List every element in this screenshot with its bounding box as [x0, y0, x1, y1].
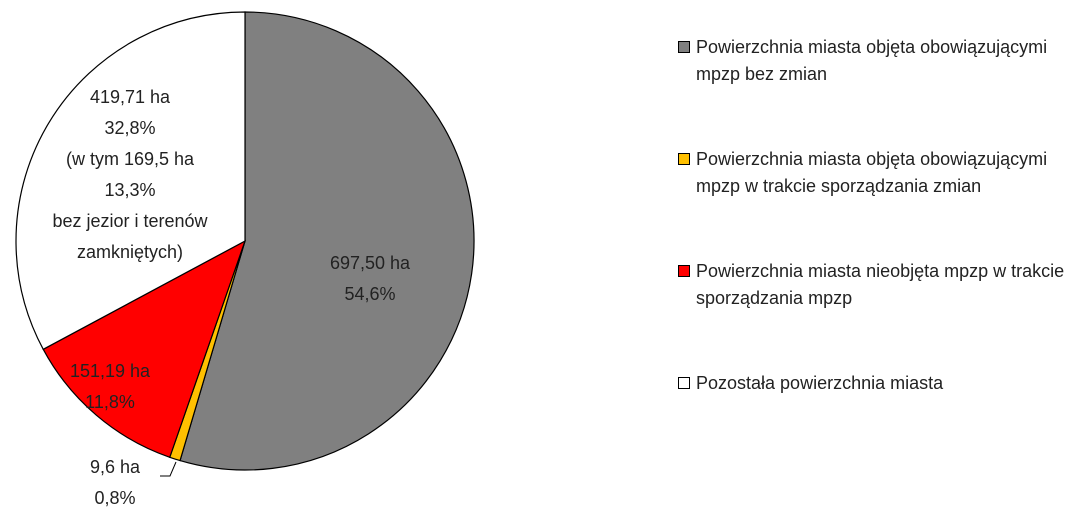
label-line: 11,8% [85, 392, 135, 412]
legend-swatch [678, 41, 690, 53]
legend-item: Powierzchnia miasta objęta obowiązującym… [678, 34, 1068, 88]
pie-slice [15, 11, 246, 351]
label-line: 697,50 ha [330, 253, 411, 273]
data-label: 9,6 ha 0,8% [90, 457, 141, 508]
legend-swatch [678, 153, 690, 165]
leader-line [160, 461, 177, 477]
data-label: 151,19 ha 11,8% [70, 361, 151, 412]
pie-slice [179, 11, 475, 471]
pie-slice [42, 239, 247, 459]
legend-item: Powierzchnia miasta nieobjęta mpzp w tra… [678, 258, 1068, 312]
label-line: 419,71 ha [90, 87, 171, 107]
label-line: 9,6 ha [90, 457, 141, 477]
pie-chart: 697,50 ha 54,6% 9,6 ha 0,8% 151,19 ha 11,8% 41… [15, 11, 475, 508]
data-label: 697,50 ha 54,6% [330, 253, 411, 304]
legend-label: Pozostała powierzchnia miasta [696, 373, 944, 393]
label-line: (w tym 169,5 ha [66, 149, 195, 169]
label-line: 54,6% [344, 284, 395, 304]
legend-label: Powierzchnia miasta objęta obowiązującym… [696, 149, 1048, 196]
legend-item: Powierzchnia miasta objęta obowiązującym… [678, 146, 1068, 200]
legend-label: Powierzchnia miasta nieobjęta mpzp w tra… [696, 261, 1065, 308]
legend-swatch [678, 265, 690, 277]
label-line: 32,8% [104, 118, 155, 138]
label-line: zamkniętych) [77, 242, 183, 262]
legend-item: Pozostała powierzchnia miasta [678, 370, 1068, 397]
label-line: 0,8% [94, 488, 135, 508]
label-line: 151,19 ha [70, 361, 151, 381]
legend-swatch [678, 377, 690, 389]
label-line: 13,3% [104, 180, 155, 200]
label-line: bez jezior i terenów [52, 211, 208, 231]
data-label: 419,71 ha 32,8% (w tym 169,5 ha 13,3% bez je… [52, 87, 208, 262]
legend-label: Powierzchnia miasta objęta obowiązującym… [696, 37, 1048, 84]
